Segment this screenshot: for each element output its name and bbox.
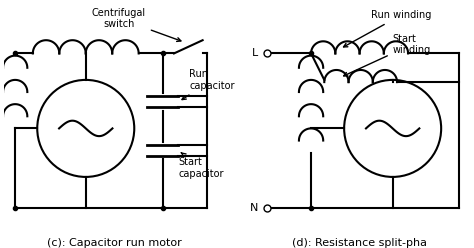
Text: Start
capacitor: Start capacitor — [178, 153, 224, 179]
Title: (d): Resistance split-pha: (d): Resistance split-pha — [292, 238, 427, 248]
Text: Run winding: Run winding — [344, 10, 431, 47]
Title: (c): Capacitor run motor: (c): Capacitor run motor — [47, 238, 182, 248]
Text: Run
capacitor: Run capacitor — [182, 69, 235, 100]
Text: Start
winding: Start winding — [344, 34, 431, 76]
Text: L: L — [252, 48, 258, 59]
Text: N: N — [250, 203, 258, 213]
Text: Centrifugal
switch: Centrifugal switch — [92, 8, 181, 41]
